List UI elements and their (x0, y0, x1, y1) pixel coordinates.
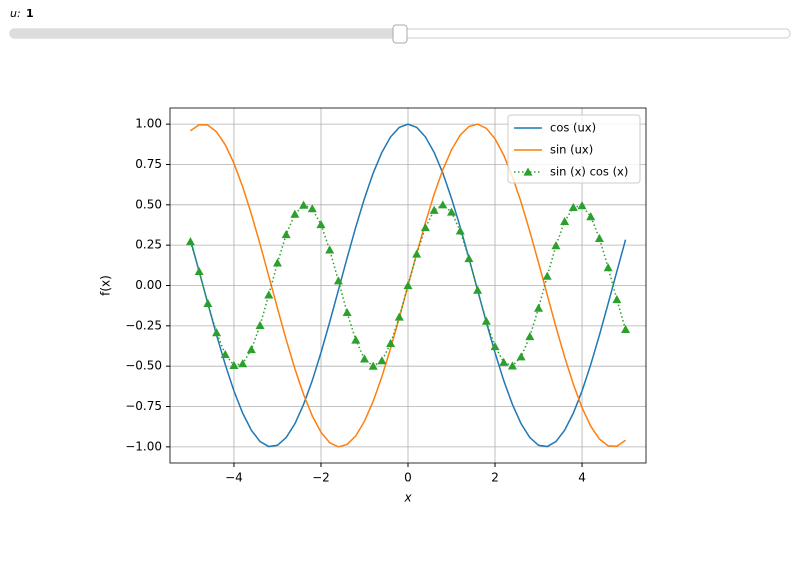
series-line (189, 123, 627, 448)
marker (412, 249, 422, 258)
y-tick-label: 1.00 (135, 117, 162, 131)
marker (264, 290, 274, 299)
marker (325, 245, 335, 254)
x-tick-label: 0 (404, 471, 412, 485)
y-axis-label: f(x) (99, 275, 113, 296)
y-tick-label: −0.25 (125, 318, 162, 332)
marker (447, 207, 457, 216)
marker (368, 361, 378, 370)
x-tick-label: 4 (578, 471, 586, 485)
marker (438, 200, 448, 209)
marker (594, 233, 604, 242)
marker (394, 312, 404, 321)
y-tick-label: 0.00 (135, 278, 162, 292)
marker (290, 209, 300, 218)
marker (220, 349, 230, 359)
marker (194, 266, 204, 276)
legend-label: sin (x) cos (x) (550, 165, 628, 179)
x-tick-label: 2 (491, 471, 499, 485)
marker (621, 324, 631, 333)
marker (420, 223, 430, 232)
marker (212, 328, 222, 337)
marker (377, 356, 387, 365)
marker (238, 359, 248, 368)
marker (490, 341, 500, 351)
legend-box (507, 114, 641, 184)
marker (481, 316, 491, 325)
marker (560, 216, 570, 226)
marker (351, 335, 361, 344)
marker (534, 303, 544, 312)
marker (507, 361, 517, 370)
y-tick-label: −0.50 (125, 359, 162, 373)
y-tick-label: 0.75 (135, 157, 162, 171)
y-tick-label: 0.25 (135, 238, 162, 252)
marker (281, 230, 291, 239)
marker (203, 298, 213, 308)
marker (333, 276, 343, 285)
marker (229, 360, 239, 369)
slider-label: u: (10, 7, 21, 20)
marker (525, 331, 535, 341)
marker (542, 271, 552, 280)
x-axis-label: x (403, 491, 412, 505)
x-tick-label: −4 (225, 471, 243, 485)
slider-thumb[interactable] (392, 24, 408, 44)
slider-value: 1 (26, 7, 34, 20)
marker (455, 226, 465, 235)
marker (299, 200, 309, 209)
legend-label: sin (ux) (550, 143, 593, 157)
marker (568, 202, 578, 211)
legend-label: cos (ux) (550, 121, 596, 135)
marker (586, 212, 596, 221)
marker (603, 263, 613, 272)
y-tick-label: −1.00 (125, 439, 162, 453)
marker (464, 254, 474, 263)
marker (185, 237, 195, 246)
marker (403, 281, 413, 290)
marker (272, 258, 282, 267)
plot: −1.00 −0.75 −0.50 −0.25 0.00 0.25 0.50 0.75 1.00… (99, 107, 647, 505)
marker (307, 204, 317, 213)
marker (316, 220, 326, 229)
legend-marker (523, 167, 533, 176)
marker (429, 205, 439, 214)
marker (577, 201, 587, 210)
marker (359, 354, 369, 363)
marker (342, 307, 352, 317)
marker (255, 320, 265, 329)
slider-fill (10, 29, 400, 38)
axes-frame (169, 107, 647, 464)
marker (386, 338, 396, 348)
marker (473, 285, 483, 294)
marker (246, 345, 256, 354)
marker (516, 352, 526, 361)
marker (499, 357, 509, 366)
x-tick-label: −2 (312, 471, 330, 485)
y-tick-label: 0.50 (135, 197, 162, 211)
marker (612, 295, 622, 304)
marker (551, 241, 561, 250)
y-tick-label: −0.75 (125, 399, 162, 413)
